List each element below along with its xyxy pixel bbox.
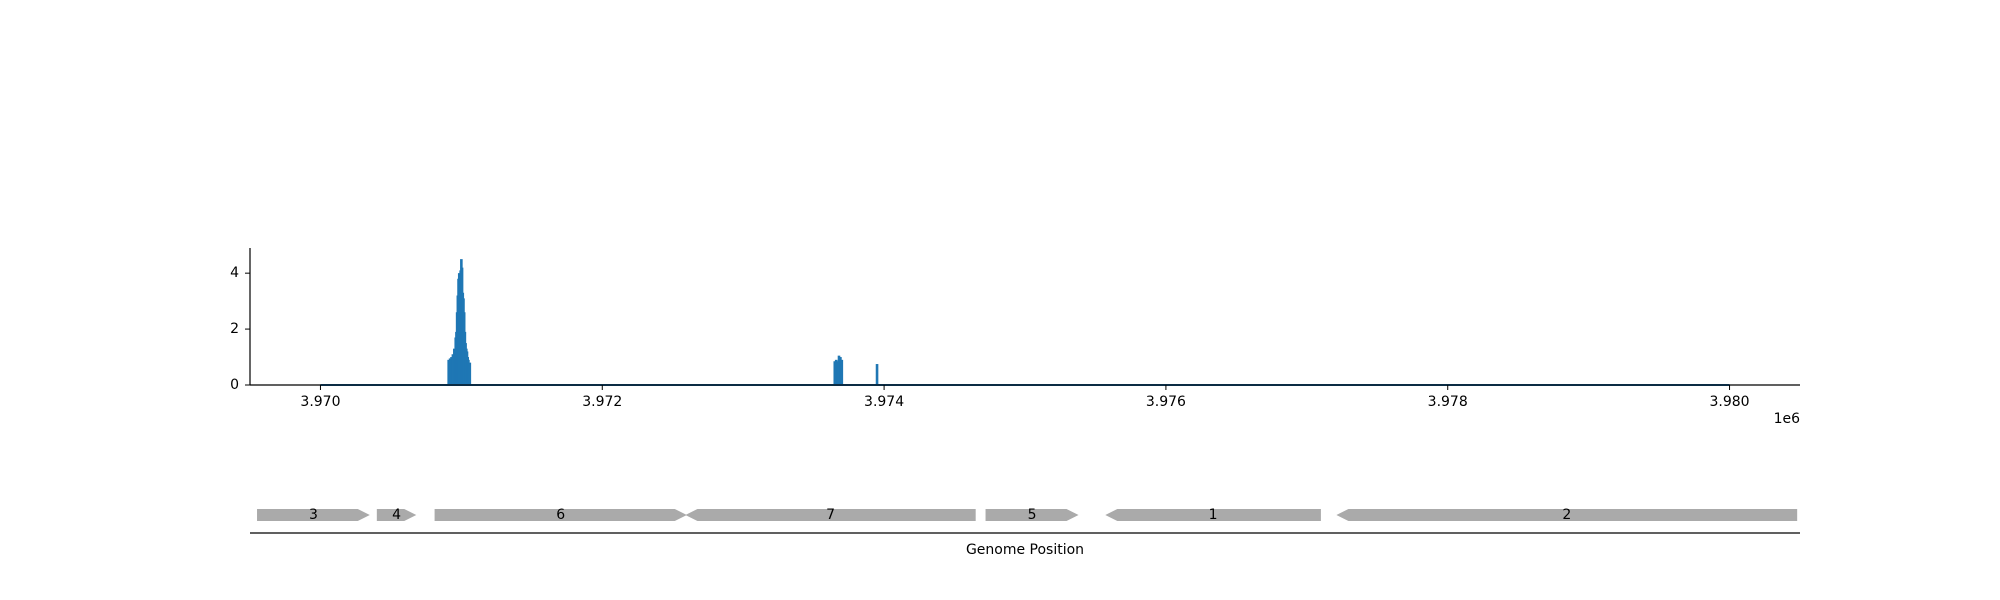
coverage-bars bbox=[447, 259, 879, 385]
x-tick-label: 3.974 bbox=[864, 394, 904, 410]
x-tick-label: 3.976 bbox=[1146, 394, 1186, 410]
y-axis-ticks: 0 2 4 bbox=[230, 265, 250, 393]
gene-label: 7 bbox=[826, 507, 835, 523]
x-tick-label: 3.972 bbox=[582, 394, 622, 410]
gene-track-xlabel: Genome Position bbox=[966, 542, 1084, 558]
gene-arrow bbox=[985, 509, 1079, 521]
coverage-plot: 3.970 3.972 3.974 3.976 3.978 3.980 0 2 4 1e6 bbox=[230, 248, 1800, 427]
gene-arrow bbox=[1336, 509, 1798, 521]
x-axis-ticks: 3.970 3.972 3.974 3.976 3.978 3.980 bbox=[300, 385, 1750, 410]
gene-label: 4 bbox=[392, 507, 401, 523]
gene-arrow bbox=[685, 509, 976, 521]
gene-label: 5 bbox=[1028, 507, 1037, 523]
gene-label: 6 bbox=[556, 507, 565, 523]
gene-label: 1 bbox=[1209, 507, 1218, 523]
y-tick-label: 0 bbox=[230, 377, 239, 393]
gene-arrow bbox=[1105, 509, 1321, 521]
gene-track: 3 4 6 7 5 1 2 Genome Position bbox=[250, 507, 1800, 558]
gene-arrows: 3 4 6 7 5 1 2 bbox=[257, 507, 1798, 523]
gene-label: 3 bbox=[309, 507, 318, 523]
gene-label: 2 bbox=[1562, 507, 1571, 523]
y-tick-label: 2 bbox=[230, 321, 239, 337]
gene-arrow bbox=[376, 509, 417, 521]
x-tick-label: 3.978 bbox=[1428, 394, 1468, 410]
x-offset-label: 1e6 bbox=[1774, 411, 1801, 427]
x-tick-label: 3.980 bbox=[1709, 394, 1749, 410]
x-tick-label: 3.970 bbox=[300, 394, 340, 410]
y-tick-label: 4 bbox=[230, 265, 239, 281]
gene-arrow bbox=[434, 509, 687, 521]
gene-arrow bbox=[257, 509, 370, 521]
